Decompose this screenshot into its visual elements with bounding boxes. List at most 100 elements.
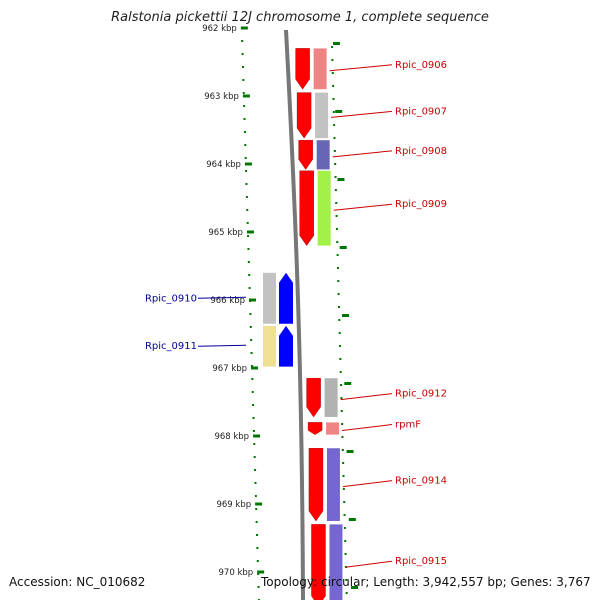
label-leader-line bbox=[342, 480, 393, 488]
guide-dot bbox=[251, 391, 254, 393]
tick-label: 963 kbp bbox=[204, 92, 239, 102]
gene-label: Rpic_0907 bbox=[395, 106, 447, 117]
topology-text: Topology: circular; Length: 3,942,557 bp… bbox=[261, 575, 591, 589]
gene-label: Rpic_0914 bbox=[395, 476, 447, 487]
guide-dot bbox=[332, 98, 335, 100]
gene-category-bar bbox=[317, 170, 331, 246]
guide-dot bbox=[249, 326, 252, 328]
gene-category-bar bbox=[313, 48, 327, 90]
guide-dot bbox=[338, 319, 341, 321]
guide-dot bbox=[252, 430, 255, 432]
guide-dot bbox=[256, 560, 259, 562]
gene-label: Rpic_0908 bbox=[395, 146, 447, 157]
guide-dot bbox=[332, 111, 335, 113]
guide-dot bbox=[243, 105, 246, 107]
guide-dot bbox=[252, 404, 255, 406]
gene-category-bar bbox=[316, 140, 330, 170]
guide-dot bbox=[334, 163, 337, 165]
guide-dot bbox=[253, 456, 256, 458]
gene-category-bar bbox=[315, 92, 329, 139]
accession-text: Accession: NC_010682 bbox=[9, 575, 146, 589]
axis-ticks: 962 kbp 963 kbp 964 kbp 965 kbp 966 kbp 967 k… bbox=[202, 24, 359, 589]
gene-label: Rpic_0911 bbox=[145, 341, 197, 352]
guide-dot bbox=[344, 540, 347, 542]
guide-dot bbox=[336, 241, 339, 243]
label-leader-line bbox=[197, 296, 247, 299]
guide-dot bbox=[243, 131, 246, 133]
tick-label: 970 kbp bbox=[219, 568, 254, 578]
reverse-gene-arrow bbox=[279, 325, 293, 367]
guide-dot bbox=[257, 586, 260, 588]
guide-dot bbox=[256, 534, 259, 536]
tick-mark bbox=[335, 110, 343, 113]
map-title: Ralstonia pickettii 12J chromosome 1, co… bbox=[111, 10, 489, 25]
tick-label: 965 kbp bbox=[208, 228, 243, 238]
gene-category-bar bbox=[263, 272, 276, 324]
guide-dot bbox=[338, 306, 340, 308]
tick-mark bbox=[346, 450, 354, 453]
guide-dot bbox=[338, 332, 341, 334]
tick-mark bbox=[344, 382, 352, 385]
reverse-gene-arrow bbox=[279, 272, 293, 324]
guide-dot bbox=[343, 501, 346, 503]
guide-dot bbox=[335, 202, 338, 204]
label-leader-line bbox=[332, 150, 393, 158]
gene-label: Rpic_0906 bbox=[395, 60, 447, 71]
forward-gene-arrow bbox=[308, 448, 324, 522]
guide-dot bbox=[254, 482, 257, 484]
forward-gene-arrow bbox=[306, 378, 321, 418]
tick-mark bbox=[332, 42, 340, 45]
guide-dot bbox=[241, 40, 244, 42]
tick-mark bbox=[337, 178, 345, 181]
guide-dot bbox=[245, 196, 248, 198]
label-leader-line bbox=[333, 203, 393, 211]
guide-dot bbox=[244, 144, 247, 146]
guide-dot bbox=[257, 573, 260, 575]
guide-dot bbox=[252, 417, 255, 419]
guide-dot bbox=[342, 462, 345, 464]
guide-dot bbox=[247, 261, 250, 263]
forward-gene-arrow bbox=[311, 524, 326, 600]
tick-mark bbox=[255, 502, 263, 506]
gene-category-bar bbox=[326, 422, 340, 435]
label-leader-line bbox=[329, 64, 393, 72]
guide-dot bbox=[340, 397, 343, 399]
guide-dot bbox=[242, 79, 245, 81]
guide-dot bbox=[340, 410, 343, 412]
guide-dot bbox=[336, 267, 339, 269]
gene-category-bar bbox=[324, 378, 338, 417]
guide-dot bbox=[341, 449, 344, 451]
guide-dot bbox=[331, 59, 334, 61]
gene-labels: Rpic_0906 Rpic_0907 Rpic_0908 Rpic_0909 Rpic… bbox=[145, 60, 447, 568]
tick-mark bbox=[244, 162, 252, 166]
guide-dot bbox=[335, 215, 338, 217]
tick-mark bbox=[249, 298, 256, 302]
tick-label: 966 kbp bbox=[210, 296, 245, 306]
guide-dot bbox=[340, 384, 343, 386]
guide-dot bbox=[341, 436, 344, 438]
tick-mark bbox=[342, 314, 349, 317]
gene-label: Rpic_0910 bbox=[145, 293, 197, 304]
guide-dot bbox=[339, 371, 342, 373]
guide-dot bbox=[342, 475, 345, 477]
guide-dot bbox=[255, 521, 258, 523]
guide-dot bbox=[248, 274, 251, 276]
guide-dot bbox=[245, 170, 248, 172]
tick-mark bbox=[257, 570, 265, 574]
guide-dot bbox=[250, 352, 253, 354]
backbone-line bbox=[284, 29, 305, 600]
tick-mark bbox=[251, 366, 259, 370]
label-leader-line bbox=[342, 424, 393, 432]
guide-dot bbox=[344, 553, 347, 555]
tick-label: 964 kbp bbox=[206, 160, 241, 170]
guide-dot bbox=[250, 339, 253, 341]
label-leader-line bbox=[197, 344, 247, 347]
tick-mark bbox=[240, 26, 248, 30]
guide-dot bbox=[253, 443, 256, 445]
label-leader-line bbox=[345, 560, 393, 568]
tick-mark bbox=[253, 434, 261, 438]
forward-gene-arrow bbox=[295, 48, 310, 90]
tick-mark bbox=[246, 230, 254, 234]
guide-dot bbox=[331, 72, 334, 74]
